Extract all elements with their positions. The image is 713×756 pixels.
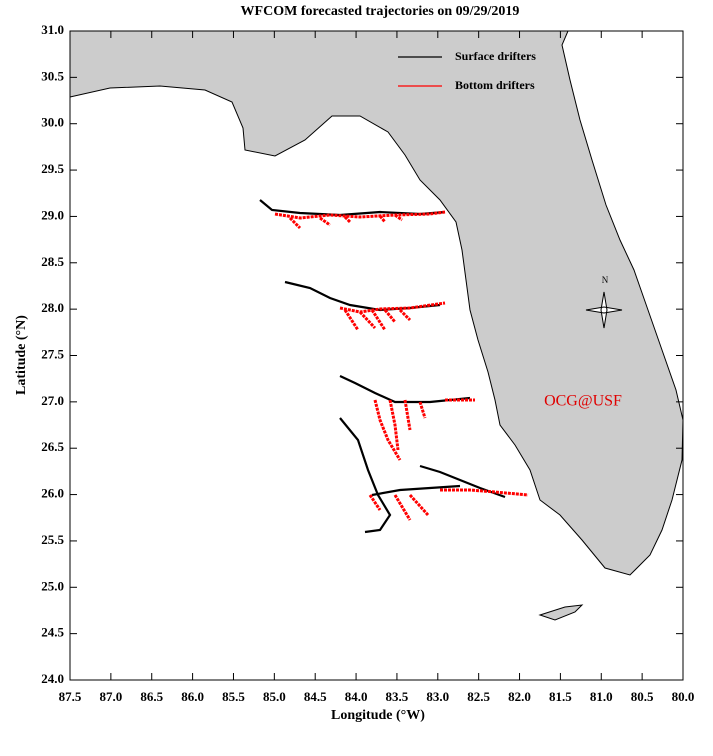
x-tick-label: 85.0 [263, 689, 286, 704]
x-tick-label: 80.5 [631, 689, 654, 704]
x-tick-label: 81.5 [549, 689, 572, 704]
x-tick-label: 80.0 [672, 689, 695, 704]
x-tick-label: 82.0 [508, 689, 531, 704]
y-tick-label: 29.0 [41, 207, 64, 222]
y-tick-label: 27.0 [41, 393, 64, 408]
legend-label: Bottom drifters [455, 78, 535, 92]
x-tick-label: 85.5 [222, 689, 245, 704]
x-tick-label: 84.0 [345, 689, 368, 704]
annotation: OCG@USF [544, 393, 622, 410]
y-tick-label: 31.0 [41, 22, 64, 37]
x-tick-label: 84.5 [304, 689, 327, 704]
y-tick-label: 25.5 [41, 532, 64, 547]
x-tick-label: 86.0 [181, 689, 204, 704]
x-tick-label: 82.5 [467, 689, 490, 704]
y-tick-label: 30.0 [41, 115, 64, 130]
compass: N [585, 275, 623, 329]
y-tick-label: 28.5 [41, 254, 64, 269]
y-tick-label: 28.0 [41, 300, 64, 315]
trajectories [259, 199, 529, 534]
y-tick-label: 30.5 [41, 68, 64, 83]
legend-label: Surface drifters [455, 49, 536, 63]
x-tick-label: 83.0 [426, 689, 449, 704]
y-tick-label: 26.5 [41, 439, 64, 454]
y-axis-label: Latitude (°N) [14, 315, 29, 395]
compass-label: N [602, 275, 609, 285]
y-tick-label: 24.0 [41, 671, 64, 686]
x-tick-label: 81.0 [590, 689, 613, 704]
x-tick-label: 87.0 [99, 689, 122, 704]
y-tick-label: 25.0 [41, 578, 64, 593]
land [69, 30, 684, 621]
chart-title: WFCOM forecasted trajectories on 09/29/2… [241, 4, 520, 19]
y-tick-label: 24.5 [41, 625, 64, 640]
x-axis-label: Longitude (°W) [331, 708, 425, 723]
y-tick-label: 29.5 [41, 161, 64, 176]
y-tick-label: 26.0 [41, 486, 64, 501]
x-tick-label: 83.5 [386, 689, 409, 704]
x-tick-label: 86.5 [140, 689, 163, 704]
y-tick-label: 27.5 [41, 346, 64, 361]
x-tick-label: 87.5 [59, 689, 82, 704]
